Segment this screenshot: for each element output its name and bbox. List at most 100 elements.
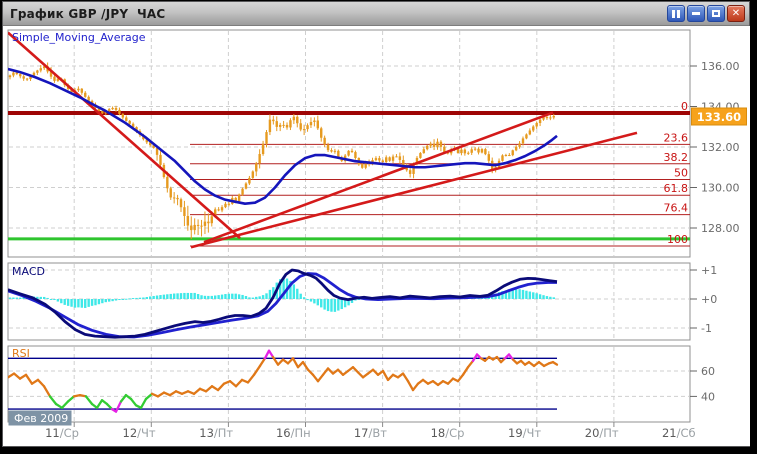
candle-body xyxy=(145,139,148,143)
candle-body xyxy=(179,199,183,208)
histogram-bar xyxy=(196,294,200,299)
macd-panel-content xyxy=(8,268,558,339)
fib-label-0: 0 xyxy=(681,100,688,113)
candle-body xyxy=(514,146,518,151)
chart-canvas[interactable]: Simple_Moving_Average MACD RSI Фев 2009 136.… xyxy=(3,26,750,446)
sma-line xyxy=(8,67,558,205)
candle-body xyxy=(391,156,395,161)
candle-body xyxy=(32,72,36,76)
candle-body xyxy=(210,216,213,224)
maximize-button[interactable] xyxy=(707,5,725,22)
rsi-segment xyxy=(311,373,320,383)
day-label: 21/Сб xyxy=(662,426,696,440)
fib-label-61.8: 61.8 xyxy=(664,182,689,195)
rsi-segment xyxy=(316,373,325,383)
candle-body xyxy=(220,207,224,211)
histogram-bar xyxy=(84,299,87,308)
candle-body xyxy=(525,134,528,139)
day-label: 20/Пт xyxy=(585,426,619,440)
price-axis-label: 128.00 xyxy=(701,222,740,235)
candle-body xyxy=(350,150,354,153)
candle-body xyxy=(395,156,398,158)
rsi-segment xyxy=(192,387,202,396)
histogram-bar xyxy=(217,295,220,299)
histogram-bar xyxy=(210,295,213,299)
histogram-bar xyxy=(330,299,333,312)
rsi-segment xyxy=(228,380,238,388)
candle-body xyxy=(80,88,84,93)
rsi-segment xyxy=(461,366,470,376)
histogram-bar xyxy=(176,293,179,299)
histogram-bar xyxy=(337,299,340,311)
candle-body xyxy=(268,119,272,133)
price-axis-label: 136.00 xyxy=(701,60,740,73)
candle-body xyxy=(323,137,326,145)
rsi-segment xyxy=(60,400,70,409)
histogram-bar xyxy=(480,297,484,299)
rsi-segment xyxy=(296,360,305,369)
macd-axis-label: -1 xyxy=(701,322,712,335)
rsi-segment xyxy=(456,373,465,383)
candle-body xyxy=(261,143,265,155)
pin-button[interactable] xyxy=(667,5,685,22)
histogram-bar xyxy=(207,295,210,299)
rsi-segment xyxy=(471,353,479,362)
histogram-bar xyxy=(111,299,114,302)
descending-trendline xyxy=(8,31,241,240)
histogram-bar xyxy=(142,297,145,299)
histogram-bar xyxy=(504,290,508,299)
histogram-bar xyxy=(107,299,111,302)
histogram-bar xyxy=(545,296,549,299)
candle-body xyxy=(463,149,467,154)
histogram-bar xyxy=(15,297,19,299)
rsi-panel[interactable] xyxy=(7,345,691,423)
rsi-segment xyxy=(36,378,46,388)
histogram-bar xyxy=(231,293,234,299)
rsi-segment xyxy=(12,372,22,380)
histogram-bar xyxy=(190,292,193,299)
rsi-segment xyxy=(252,364,262,376)
candle-body xyxy=(241,188,244,195)
rsi-segment xyxy=(276,358,285,366)
rsi-segment xyxy=(371,368,380,376)
rsi-segment xyxy=(18,373,28,380)
histogram-bar xyxy=(80,299,84,308)
candle-body xyxy=(237,194,241,202)
rsi-segment xyxy=(263,349,271,360)
close-button[interactable]: ✕ xyxy=(727,5,745,22)
rsi-segment xyxy=(54,402,64,409)
histogram-bar xyxy=(268,289,272,299)
candle-body xyxy=(436,141,439,147)
histogram-bar xyxy=(343,299,347,308)
histogram-bar xyxy=(200,295,203,299)
candle-body xyxy=(56,78,60,81)
candle-body xyxy=(473,148,477,150)
candle-body xyxy=(470,149,473,153)
current-price-tag: 133.60 xyxy=(691,107,747,126)
candle-body xyxy=(111,107,114,110)
title-bar[interactable]: График GBP /JPY ЧАС ✕ xyxy=(3,2,749,26)
price-panel[interactable] xyxy=(7,29,691,258)
histogram-bar xyxy=(289,280,292,299)
fib-label-100: 100 xyxy=(667,233,688,246)
candle-body xyxy=(532,126,535,131)
histogram-bar xyxy=(306,299,309,301)
minimize-button[interactable] xyxy=(687,5,705,22)
candle-body xyxy=(159,154,162,165)
histogram-bar xyxy=(248,297,251,299)
candle-body xyxy=(278,124,282,127)
candle-body xyxy=(419,153,422,158)
histogram-bar xyxy=(511,289,514,299)
rsi-segment xyxy=(42,385,52,398)
histogram-bar xyxy=(552,297,555,299)
candle-body xyxy=(258,154,261,164)
histogram-bar xyxy=(224,294,227,299)
rsi-segment xyxy=(246,373,256,384)
candle-body xyxy=(131,123,135,128)
rsi-segment xyxy=(267,349,275,359)
histogram-bar xyxy=(19,297,22,299)
candle-body xyxy=(398,156,402,160)
histogram-bar xyxy=(320,299,323,308)
candle-body xyxy=(542,116,545,120)
rsi-segment xyxy=(144,392,154,401)
